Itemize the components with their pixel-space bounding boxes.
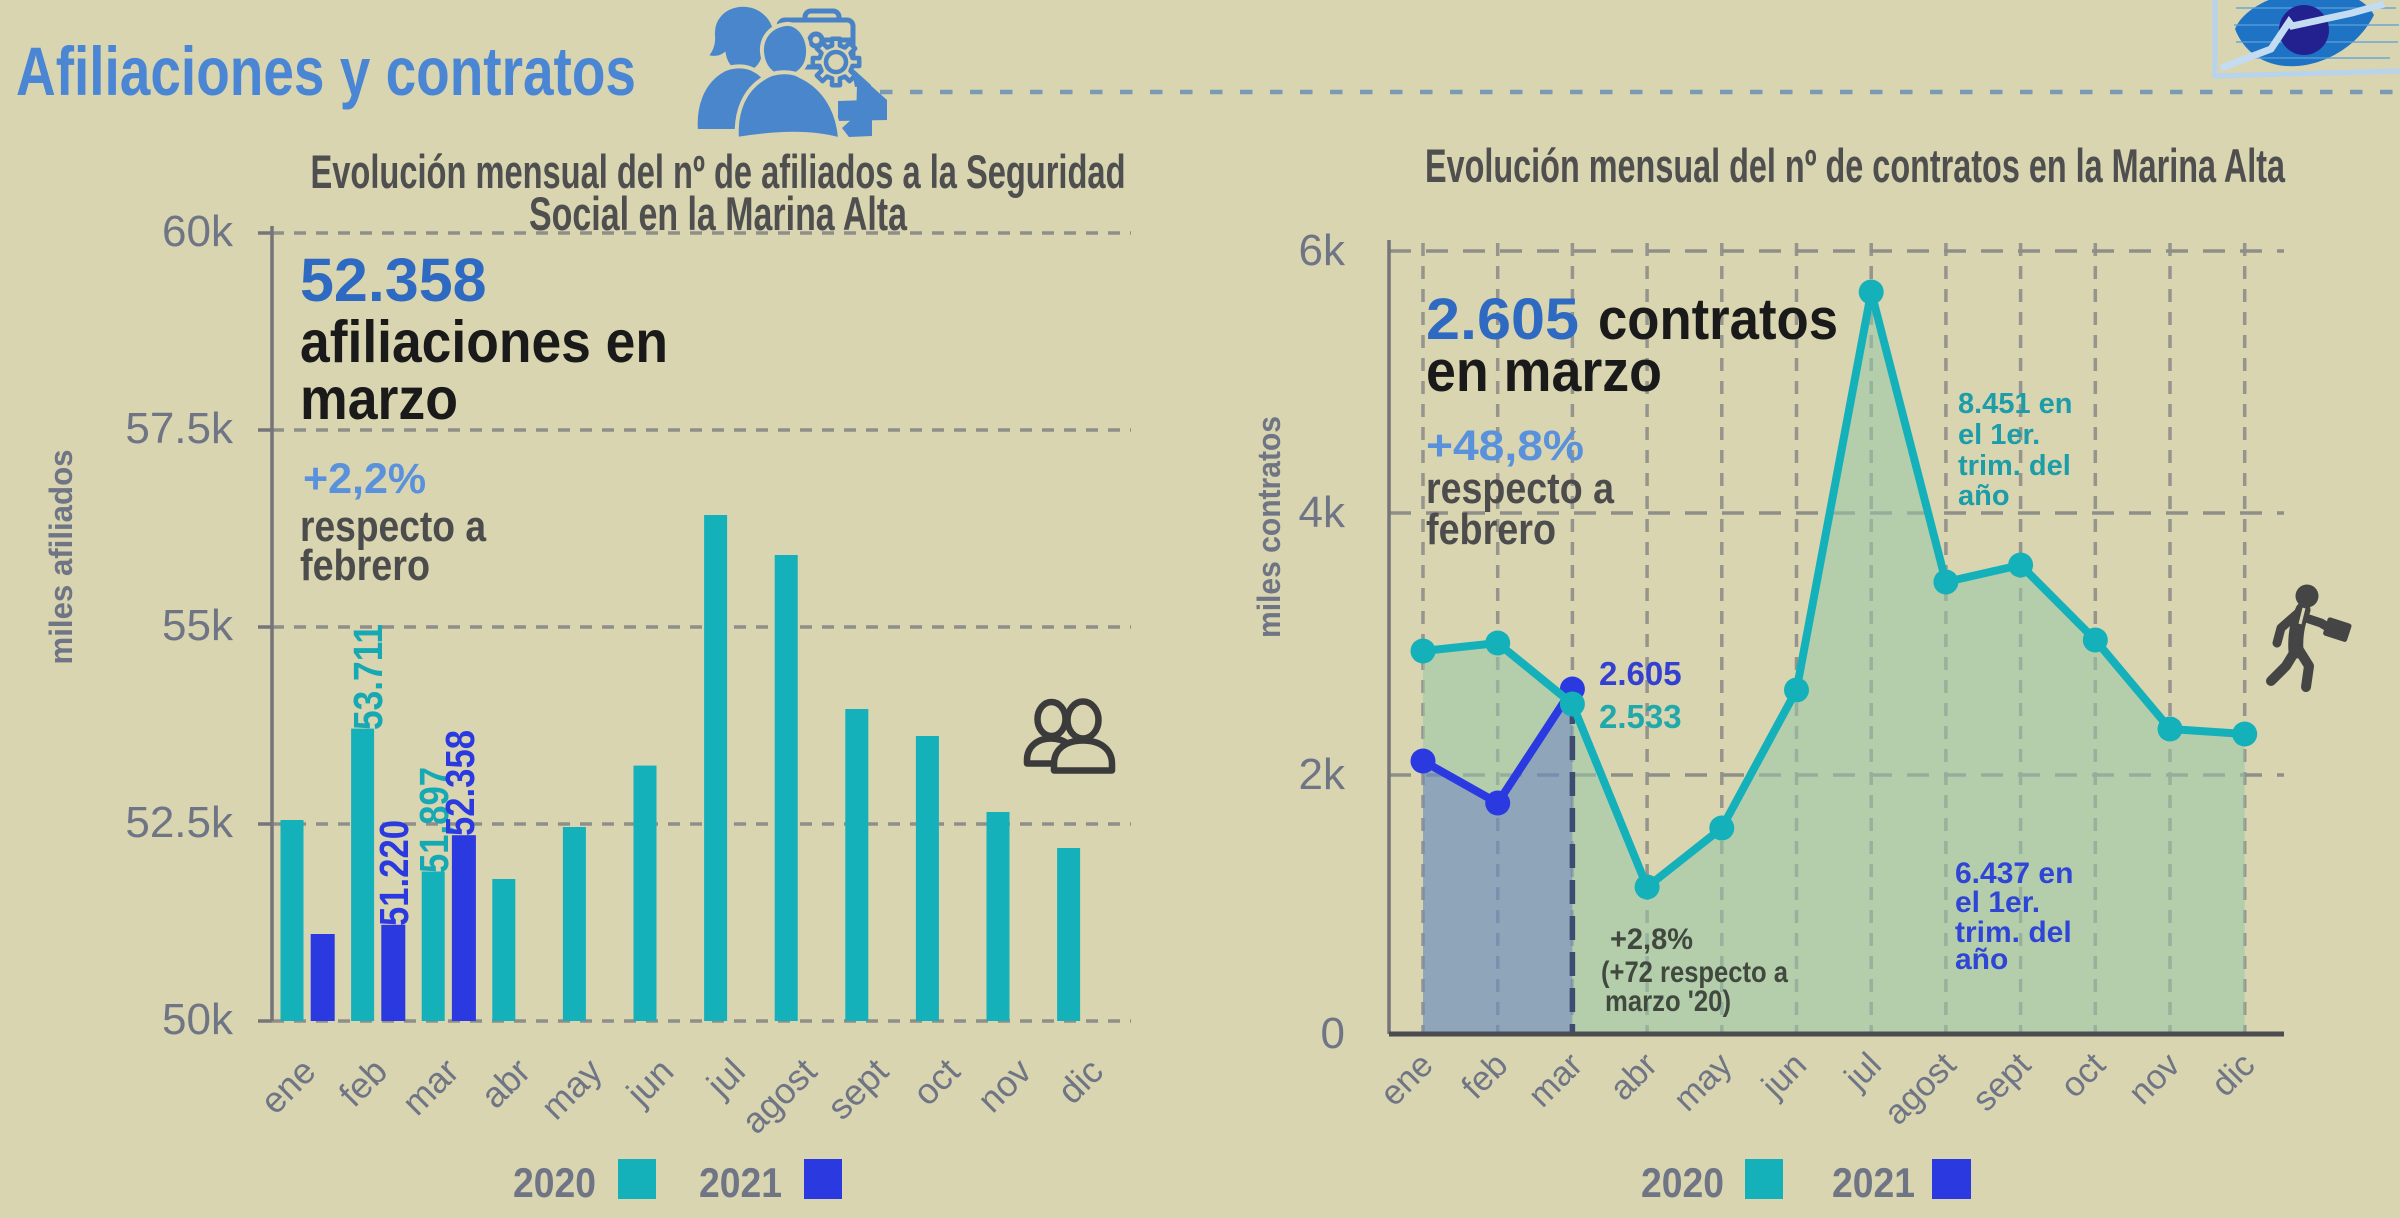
svg-text:trim. del: trim. del <box>1958 450 2071 482</box>
svg-text:febrero: febrero <box>1426 505 1556 554</box>
svg-text:Afiliaciones y contratos: Afiliaciones y contratos <box>16 33 636 110</box>
svg-text:Social en la Marina Alta: Social en la Marina Alta <box>529 187 908 240</box>
svg-text:2021: 2021 <box>1832 1159 1915 1206</box>
svg-text:el 1er.: el 1er. <box>1955 886 2040 919</box>
svg-text:2020: 2020 <box>1641 1159 1724 1206</box>
svg-text:año: año <box>1955 943 2008 976</box>
svg-text:55k: 55k <box>162 601 234 650</box>
svg-text:50k: 50k <box>162 995 234 1044</box>
svg-text:marzo: marzo <box>300 366 458 432</box>
svg-text:6.437 en: 6.437 en <box>1955 857 2073 890</box>
svg-text:Evolución mensual del nº de af: Evolución mensual del nº de afiliados a … <box>311 145 1126 198</box>
svg-text:miles afiliados: miles afiliados <box>43 450 79 665</box>
svg-text:2021: 2021 <box>699 1159 782 1206</box>
svg-text:8.451 en: 8.451 en <box>1958 388 2072 420</box>
svg-text:2.533: 2.533 <box>1599 698 1682 735</box>
svg-text:4k: 4k <box>1299 488 1346 537</box>
svg-text:+48,8%: +48,8% <box>1426 422 1584 470</box>
svg-text:año: año <box>1958 480 2010 512</box>
svg-text:respecto a: respecto a <box>1426 464 1614 513</box>
svg-text:6k: 6k <box>1299 226 1346 275</box>
svg-text:52.5k: 52.5k <box>125 798 234 847</box>
svg-text:Evolución mensual del nº de co: Evolución mensual del nº de contratos en… <box>1425 139 2286 192</box>
svg-text:2.605: 2.605 <box>1599 655 1682 692</box>
svg-text:2.605: 2.605 <box>1426 287 1579 352</box>
svg-text:53.711: 53.711 <box>345 624 391 730</box>
svg-text:52.358: 52.358 <box>300 246 487 314</box>
svg-text:contratos: contratos <box>1598 287 1838 352</box>
svg-text:marzo '20): marzo '20) <box>1605 985 1731 1018</box>
svg-text:en marzo: en marzo <box>1426 339 1662 404</box>
svg-text:+2,2%: +2,2% <box>303 455 426 503</box>
svg-text:trim. del: trim. del <box>1955 916 2072 949</box>
svg-text:60k: 60k <box>162 207 234 256</box>
svg-text:2020: 2020 <box>513 1159 596 1206</box>
svg-text:51.220: 51.220 <box>371 820 417 926</box>
svg-text:2k: 2k <box>1299 750 1346 799</box>
svg-text:(+72 respecto a: (+72 respecto a <box>1601 956 1788 989</box>
svg-text:52.358: 52.358 <box>437 730 483 836</box>
svg-text:+2,8%: +2,8% <box>1610 923 1693 956</box>
svg-text:febrero: febrero <box>300 541 430 590</box>
svg-text:57.5k: 57.5k <box>125 404 234 453</box>
svg-text:51,897: 51,897 <box>411 767 457 873</box>
svg-text:afiliaciones en: afiliaciones en <box>300 309 668 375</box>
svg-text:miles contratos: miles contratos <box>1251 416 1287 638</box>
svg-text:el 1er.: el 1er. <box>1958 419 2040 451</box>
svg-text:respecto a: respecto a <box>300 502 486 551</box>
svg-text:0: 0 <box>1321 1009 1345 1058</box>
